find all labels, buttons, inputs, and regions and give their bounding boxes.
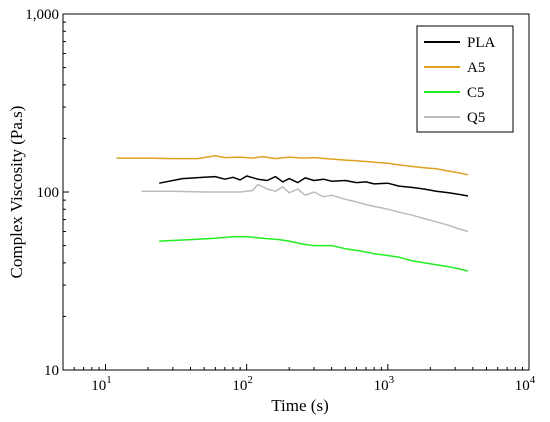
- legend-label-q5: Q5: [467, 110, 485, 126]
- y-axis-title: Complex Viscosity (Pa.s): [7, 106, 26, 279]
- y-tick-label-2: 1,000: [25, 7, 59, 23]
- x-tick-exponent: 1: [106, 374, 112, 386]
- x-tick-label-2: 103: [374, 374, 395, 394]
- x-tick-label-0: 101: [91, 374, 112, 394]
- legend-label-c5: C5: [467, 85, 485, 101]
- x-tick-exponent: 3: [389, 374, 395, 386]
- x-axis-title: Time (s): [271, 396, 328, 415]
- x-tick-label-1: 102: [232, 374, 253, 394]
- y-tick-label-1: 100: [37, 185, 60, 201]
- x-tick-exponent: 2: [247, 374, 253, 386]
- y-tick-label-0: 10: [44, 363, 59, 379]
- series-line-q5: [141, 183, 469, 233]
- series-line-pla: [159, 175, 469, 197]
- legend-items: PLA A5 C5 Q5: [424, 35, 496, 126]
- legend-label-a5: A5: [467, 60, 485, 76]
- x-tick-exponent: 4: [530, 374, 536, 386]
- x-tick-label-3: 104: [515, 374, 536, 394]
- series-line-c5: [159, 236, 469, 272]
- series-line-a5: [116, 154, 469, 176]
- legend-box: [416, 25, 514, 133]
- legend-label-pla: PLA: [467, 35, 496, 51]
- legend: PLA A5 C5 Q5: [416, 25, 514, 133]
- series-layer: [116, 154, 469, 272]
